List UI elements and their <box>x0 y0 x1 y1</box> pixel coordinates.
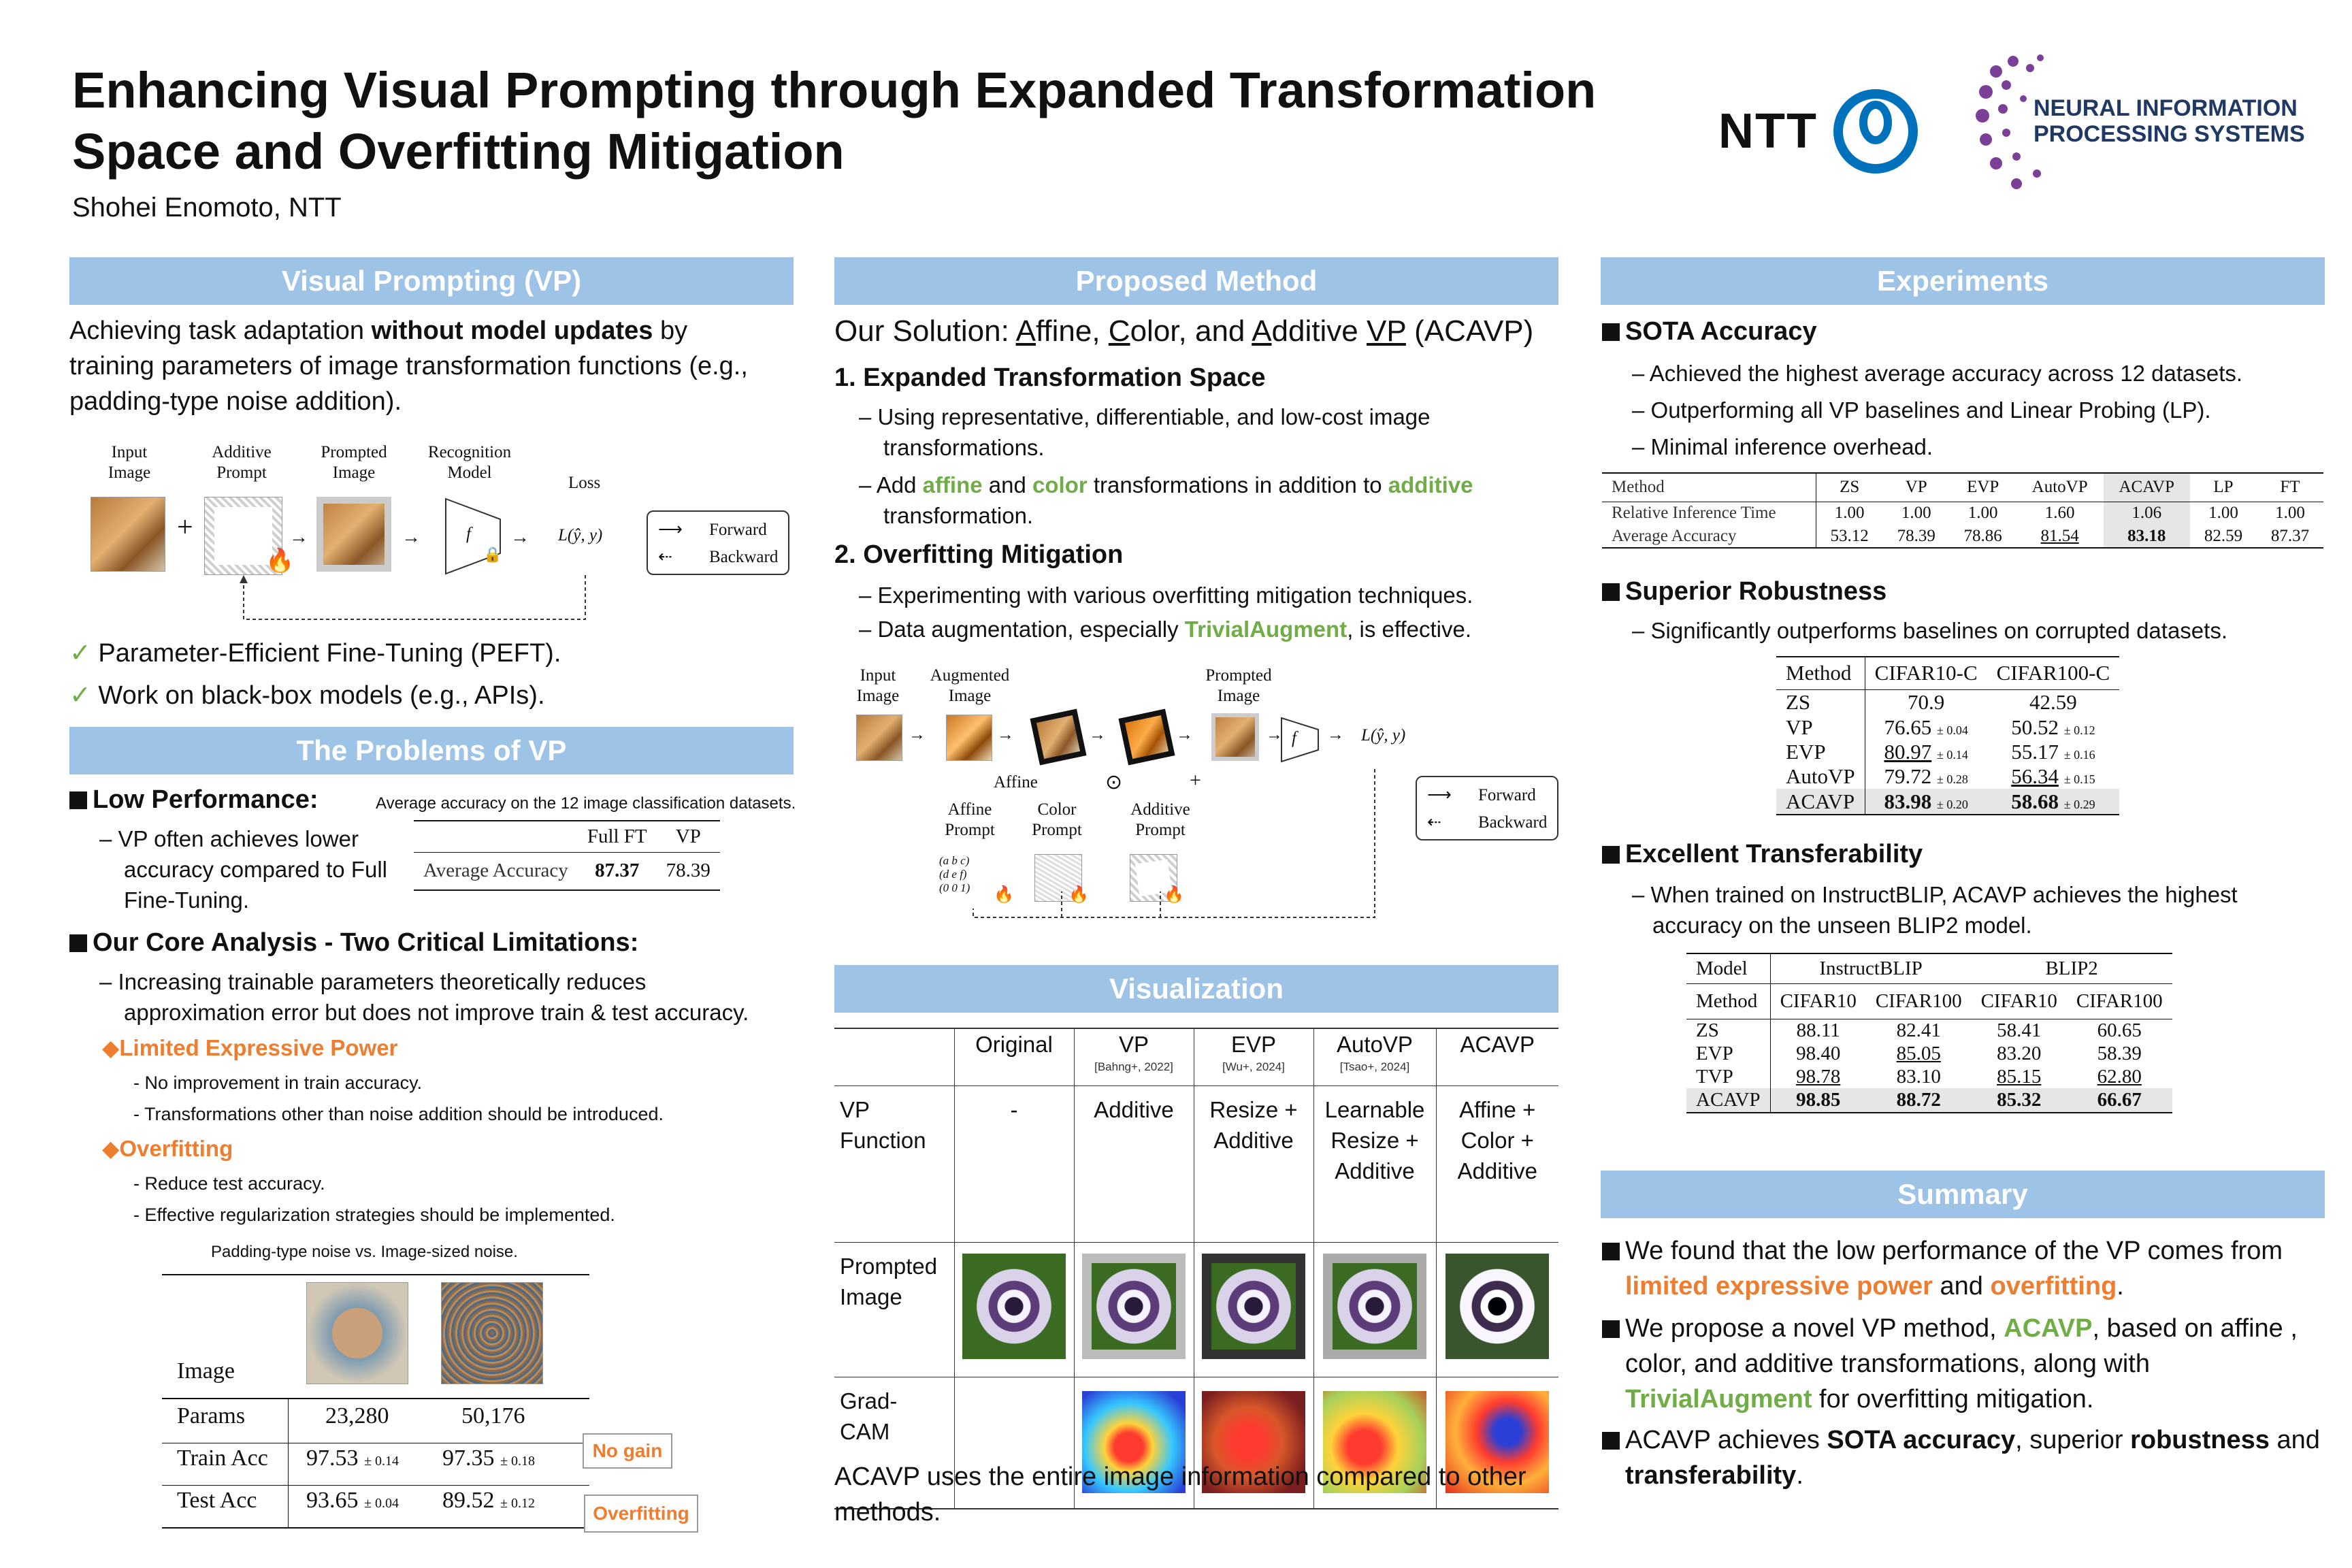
ntt-ring-icon <box>1833 89 1918 174</box>
check-icon: ✓ <box>69 639 91 668</box>
vp-pipeline-figure: Input Image Additive Prompt Prompted Image … <box>82 442 796 633</box>
robustness-heading: Superior Robustness <box>1602 577 1886 606</box>
vp-flower-image <box>1082 1253 1186 1359</box>
fig-color-prompt-image <box>1034 854 1082 902</box>
core-analysis-heading: Our Core Analysis - Two Critical Limitat… <box>69 928 638 958</box>
acavp-function: Affine + Color + Additive <box>1435 1085 1558 1243</box>
limited-bullets: - No improvement in train accuracy. - Tra… <box>133 1073 664 1124</box>
accuracy-table: Full FT VP Average Accuracy 87.37 78.39 <box>414 820 720 891</box>
summary-banner: Summary <box>1601 1171 2325 1218</box>
poster-title: Enhancing Visual Prompting through Expan… <box>72 62 1597 180</box>
neurips-logo: NEURAL INFORMATION PROCESSING SYSTEMS <box>1972 48 2326 197</box>
fig-additive-prompt-image <box>1130 854 1177 902</box>
additive-prompt-image <box>204 497 282 575</box>
sota-heading: SOTA Accuracy <box>1602 317 1817 346</box>
image-sized-noise-image <box>441 1282 543 1384</box>
fire-icon: 🔥 <box>1164 886 1184 904</box>
robustness-table: Method CIFAR10-C CIFAR100-C ZS 70.9 42.59 V… <box>1776 656 2120 815</box>
acavp-gradcam-image <box>1446 1390 1550 1493</box>
noise-table: Image Params 23,280 50,176 Train Acc 97.… <box>162 1274 589 1529</box>
overfitting-bullets: - Reduce test accuracy. - Effective regul… <box>133 1173 615 1225</box>
summary-bullet-2: We propose a novel VP method, ACAVP, bas… <box>1602 1311 2330 1417</box>
sota-table: Method ZS VP EVP AutoVP ACAVP LP FT Relative … <box>1602 472 2323 549</box>
original-flower-image <box>962 1253 1066 1359</box>
check-peft: ✓ Parameter-Efficient Fine-Tuning (PEFT)… <box>69 639 561 668</box>
section2-text: – Experimenting with various overfitting… <box>859 583 1473 642</box>
vp-gradcam-image <box>1082 1390 1186 1493</box>
fig-augmented-image <box>946 715 992 761</box>
low-perf-text: – VP often achieves lower accuracy compar… <box>99 826 387 913</box>
visualization-table: Original VP [Bahng+, 2022] EVP [Wu+, 2024]… <box>834 1028 1558 1509</box>
section1-text: – Using representative, differentiable, … <box>859 404 1473 528</box>
transferability-heading: Excellent Transferability <box>1602 840 1923 869</box>
affine-matrix: (a b c) (d e f) (0 0 1) <box>939 854 970 894</box>
input-cat-image <box>91 497 165 572</box>
core-analysis-text: – Increasing trainable parameters theore… <box>99 969 749 1025</box>
vp-banner: Visual Prompting (VP) <box>69 257 794 305</box>
fire-icon: 🔥 <box>265 549 295 574</box>
fig-color-image <box>1118 708 1175 766</box>
transferability-table: Model InstructBLIP BLIP2 Method CIFAR10 CI… <box>1686 953 2172 1113</box>
fig-input-image <box>856 715 902 761</box>
no-gain-callout: No gain <box>583 1433 672 1469</box>
backward-arrow <box>240 575 586 620</box>
transferability-bullets: – When trained on InstructBLIP, ACAVP ac… <box>1632 882 2238 938</box>
author: Shohei Enomoto, NTT <box>72 193 342 223</box>
overfitting-callout: Overfitting <box>584 1494 698 1533</box>
acc-table-caption: Average accuracy on the 12 image classif… <box>376 794 796 813</box>
padding-noise-image <box>306 1282 408 1384</box>
evp-gradcam-image <box>1202 1390 1305 1493</box>
acavp-backward-arrow <box>973 769 1375 918</box>
experiments-banner: Experiments <box>1601 257 2325 305</box>
evp-flower-image <box>1202 1253 1305 1359</box>
summary-bullet-3: ACAVP achieves SOTA accuracy, superior r… <box>1602 1422 2330 1493</box>
fig-model-icon <box>1281 717 1319 763</box>
visualization-banner: Visualization <box>834 965 1558 1013</box>
solution-line: Our Solution: Affine, Color, and Additiv… <box>834 314 1534 348</box>
lock-icon: 🔒 <box>483 546 502 563</box>
sota-bullets: – Achieved the highest average accuracy … <box>1632 361 2243 459</box>
evp-function: Resize + Additive <box>1193 1085 1314 1243</box>
noise-caption: Padding-type noise vs. Image-sized noise… <box>211 1243 518 1261</box>
acavp-flower-image <box>1446 1253 1550 1359</box>
autovp-gradcam-image <box>1323 1390 1426 1493</box>
vp-intro: Achieving task adaptation without model … <box>69 316 748 416</box>
ntt-logo: NTT <box>1718 87 1920 176</box>
prompted-cat-image <box>316 497 391 572</box>
autovp-function: Learnable Resize + Additive <box>1313 1085 1437 1243</box>
fig-affine-image <box>1030 708 1087 766</box>
fire-icon: 🔥 <box>994 886 1014 904</box>
fire-icon: 🔥 <box>1068 886 1089 904</box>
summary-bullet-1: We found that the low performance of the… <box>1602 1233 2330 1304</box>
model-trapezoid-icon <box>445 497 501 575</box>
robustness-bullet: – Significantly outperforms baselines on… <box>1632 618 2227 643</box>
visualization-caption: ACAVP uses the entire image information … <box>834 1463 1526 1526</box>
low-performance-heading: Low Performance: <box>69 785 318 815</box>
fig-prompted-image <box>1211 713 1259 761</box>
check-blackbox: ✓ Work on black-box models (e.g., APIs). <box>69 681 545 710</box>
check-icon: ✓ <box>69 681 91 710</box>
acavp-pipeline-figure: Input Image Augmented Image Prompted Image … <box>851 660 1565 939</box>
limited-expressive-heading: ◆Limited Expressive Power <box>102 1035 398 1060</box>
neurips-dots-icon <box>1976 54 2044 189</box>
problems-banner: The Problems of VP <box>69 727 794 774</box>
section1-heading: 1. Expanded Transformation Space <box>834 363 1266 392</box>
autovp-flower-image <box>1323 1253 1426 1359</box>
overfitting-heading: ◆Overfitting <box>102 1136 233 1161</box>
section2-heading: 2. Overfitting Mitigation <box>834 540 1124 569</box>
method-banner: Proposed Method <box>834 257 1558 305</box>
